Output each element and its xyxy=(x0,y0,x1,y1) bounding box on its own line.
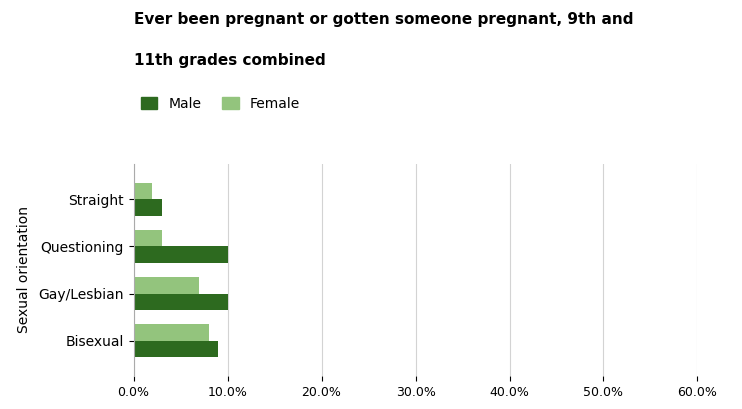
Y-axis label: Sexual orientation: Sexual orientation xyxy=(17,207,31,333)
Bar xyxy=(134,277,200,294)
Bar xyxy=(134,230,162,246)
Text: Ever been pregnant or gotten someone pregnant, 9th and: Ever been pregnant or gotten someone pre… xyxy=(134,12,633,27)
Text: 11th grades combined: 11th grades combined xyxy=(134,53,325,68)
Bar xyxy=(134,182,152,199)
Bar xyxy=(134,324,209,341)
Bar xyxy=(134,294,228,310)
Bar xyxy=(134,341,218,357)
Bar xyxy=(134,199,162,216)
Bar xyxy=(134,246,228,263)
Legend: Male, Female: Male, Female xyxy=(140,97,301,111)
